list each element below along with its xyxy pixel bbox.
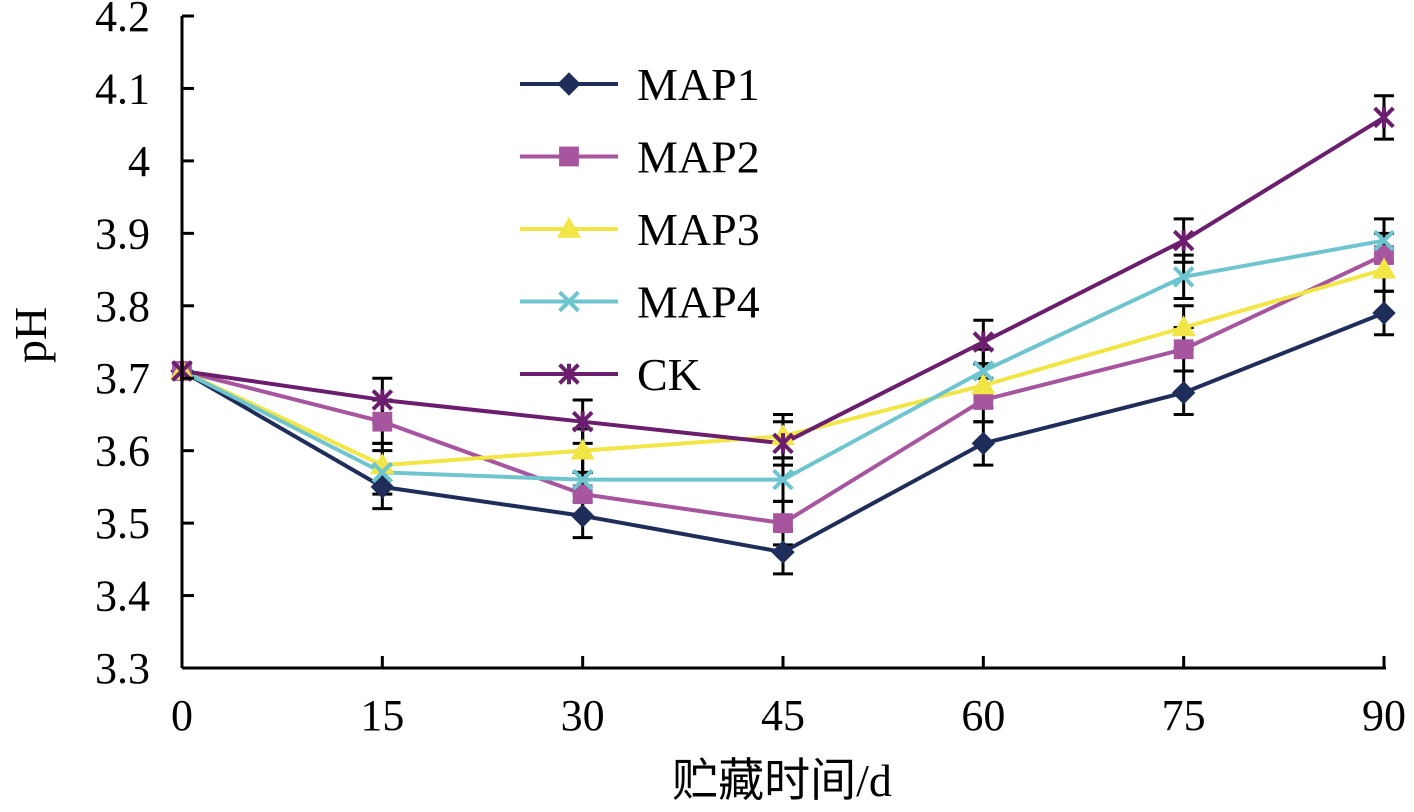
data-point-map1 bbox=[570, 504, 595, 528]
legend-label-map4: MAP4 bbox=[637, 277, 760, 328]
y-tick-label: 4.2 bbox=[95, 0, 150, 41]
y-tick-label: 3.3 bbox=[95, 644, 150, 693]
data-point-map2 bbox=[973, 390, 994, 410]
data-point-map1 bbox=[1171, 381, 1196, 405]
legend-marker-map2 bbox=[559, 146, 579, 167]
data-point-map4 bbox=[972, 360, 995, 382]
data-point-map4 bbox=[772, 468, 794, 491]
x-tick-label: 45 bbox=[761, 691, 805, 740]
data-point-map4 bbox=[371, 461, 394, 484]
data-point-map4 bbox=[1172, 266, 1195, 288]
data-point-ck bbox=[772, 432, 794, 455]
data-point-map1 bbox=[971, 431, 996, 456]
legend-label-map3: MAP3 bbox=[637, 204, 760, 255]
x-tick-label: 0 bbox=[171, 691, 193, 740]
data-point-map4 bbox=[571, 468, 594, 491]
data-point-map4 bbox=[1373, 229, 1395, 252]
x-tick-label: 90 bbox=[1362, 691, 1406, 740]
legend: MAP1 MAP2 MAP3 MAP4 CK bbox=[520, 59, 760, 400]
y-tick-label: 3.5 bbox=[95, 499, 150, 548]
y-axis-title: pH bbox=[5, 307, 56, 363]
y-tick-labels: 3.3 3.4 3.5 3.6 3.7 3.8 3.9 4 4.1 4.2 bbox=[95, 0, 150, 693]
data-point-map3 bbox=[1371, 257, 1397, 279]
y-tick-label: 4.1 bbox=[95, 64, 150, 113]
data-point-map2 bbox=[1374, 245, 1394, 265]
data-point-map2 bbox=[572, 484, 593, 505]
data-point-ck bbox=[1172, 229, 1195, 252]
x-tick-label: 60 bbox=[961, 691, 1005, 740]
data-point-map2 bbox=[372, 411, 393, 432]
x-axis-title: 贮藏时间/d bbox=[672, 755, 892, 806]
data-point-ck bbox=[972, 331, 995, 353]
x-tick-label: 15 bbox=[360, 691, 404, 740]
legend-marker-map3 bbox=[556, 216, 582, 238]
legend-marker-ck bbox=[558, 363, 580, 385]
data-point-map3 bbox=[971, 373, 996, 395]
series-line-ck bbox=[181, 115, 1386, 446]
data-point-ck bbox=[371, 389, 394, 411]
data-point-map3 bbox=[570, 438, 595, 460]
data-point-map1 bbox=[771, 540, 795, 564]
y-tick-label: 3.6 bbox=[95, 427, 150, 476]
y-tick-label: 4 bbox=[128, 137, 150, 186]
y-tick-label: 3.9 bbox=[95, 209, 150, 258]
legend-label-ck: CK bbox=[637, 349, 701, 400]
data-point-map1 bbox=[1372, 301, 1396, 325]
error-bars bbox=[372, 94, 1394, 576]
data-point-ck bbox=[571, 410, 594, 433]
data-point-ck bbox=[1373, 106, 1395, 129]
data-point-map2 bbox=[773, 513, 793, 534]
data-point-map3 bbox=[1171, 315, 1196, 337]
y-tick-label: 3.4 bbox=[95, 572, 150, 621]
x-tick-label: 30 bbox=[561, 691, 605, 740]
data-point-map2 bbox=[1173, 339, 1194, 360]
y-tick-label: 3.7 bbox=[95, 354, 150, 403]
y-tick-label: 3.8 bbox=[95, 282, 150, 331]
legend-label-map1: MAP1 bbox=[637, 59, 760, 110]
legend-marker-map1 bbox=[557, 72, 581, 96]
x-tick-label: 75 bbox=[1162, 691, 1206, 740]
axes bbox=[180, 14, 1386, 670]
legend-marker-map4 bbox=[558, 290, 580, 313]
legend-label-map2: MAP2 bbox=[637, 132, 760, 183]
x-tick-labels: 0 15 30 45 60 75 90 bbox=[171, 691, 1406, 740]
data-point-map1 bbox=[370, 475, 395, 499]
